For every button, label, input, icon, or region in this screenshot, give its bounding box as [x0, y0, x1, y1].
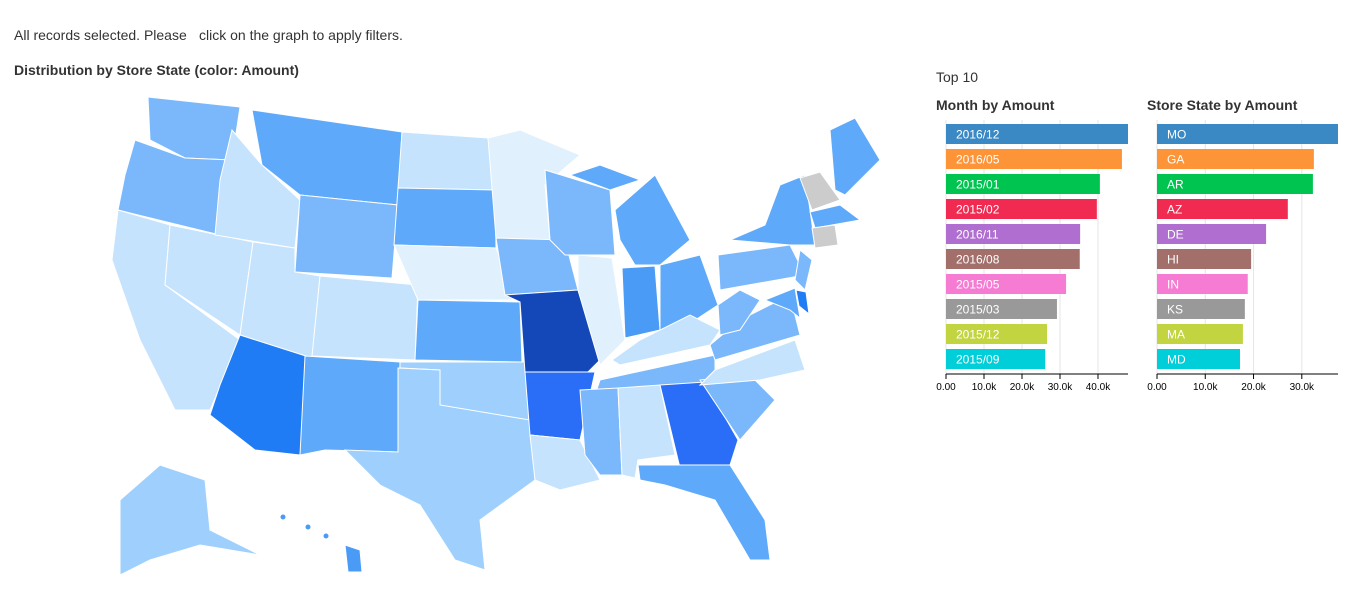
bar[interactable]	[1157, 249, 1252, 269]
notice-lead: All records selected. Please	[14, 27, 187, 43]
state[interactable]	[794, 249, 813, 291]
bar-label: 2015/01	[956, 178, 1000, 192]
bar-label: IN	[1167, 278, 1179, 292]
bar[interactable]	[1157, 149, 1314, 169]
state[interactable]	[299, 355, 401, 456]
state[interactable]	[397, 131, 496, 191]
us-map[interactable]	[111, 96, 881, 576]
bar[interactable]	[946, 324, 1048, 344]
x-tick-label: 0.00	[936, 382, 956, 393]
bar[interactable]	[1157, 174, 1313, 194]
state[interactable]	[544, 169, 616, 256]
state[interactable]	[799, 171, 841, 211]
x-tick-label: 0.00	[1147, 382, 1167, 393]
bar-label: 2015/03	[956, 303, 1000, 317]
island	[304, 523, 312, 531]
state[interactable]	[729, 174, 816, 246]
x-tick-label: 30.0k	[1048, 382, 1073, 393]
bar[interactable]	[946, 349, 1046, 369]
bar[interactable]	[946, 274, 1067, 294]
bar[interactable]	[946, 224, 1081, 244]
state[interactable]	[717, 289, 761, 336]
state[interactable]	[621, 265, 661, 339]
top-label: Top 10	[936, 69, 978, 85]
state[interactable]	[659, 254, 719, 331]
bar-label: 2015/12	[956, 328, 1000, 342]
bar[interactable]	[946, 199, 1097, 219]
x-tick-label: 40.0k	[1086, 382, 1111, 393]
state[interactable]	[795, 289, 810, 316]
bar-label: GA	[1167, 153, 1184, 167]
bar-label: AZ	[1167, 203, 1182, 217]
chart-title: Store State by Amount	[1147, 97, 1298, 113]
bar-label: 2015/02	[956, 203, 1000, 217]
x-tick-label: 30.0k	[1290, 382, 1315, 393]
state[interactable]	[577, 254, 626, 366]
bar-label: 2016/08	[956, 253, 1000, 267]
island	[279, 513, 287, 521]
map-title: Distribution by Store State (color: Amou…	[14, 62, 299, 78]
state[interactable]	[809, 204, 862, 229]
notice-action[interactable]: click on the graph to apply filters.	[199, 27, 403, 43]
state[interactable]	[311, 275, 419, 361]
state[interactable]	[343, 367, 536, 571]
bar[interactable]	[1157, 274, 1248, 294]
bar[interactable]	[1157, 124, 1338, 144]
state[interactable]	[119, 464, 261, 576]
bar-label: 2016/05	[956, 153, 1000, 167]
bar-label: 2015/05	[956, 278, 1000, 292]
state[interactable]	[393, 187, 497, 249]
bar[interactable]	[946, 249, 1080, 269]
chart-title: Month by Amount	[936, 97, 1055, 113]
bar[interactable]	[1157, 299, 1245, 319]
state[interactable]	[811, 224, 839, 249]
state[interactable]	[829, 117, 881, 196]
bar-label: 2016/11	[956, 228, 999, 242]
state[interactable]	[637, 464, 771, 561]
state[interactable]	[529, 434, 601, 491]
bar[interactable]	[1157, 349, 1241, 369]
bar[interactable]	[1157, 324, 1243, 344]
bar[interactable]	[946, 299, 1057, 319]
bar-label: MD	[1167, 353, 1186, 367]
state[interactable]	[763, 287, 801, 320]
bar-label: DE	[1167, 228, 1184, 242]
state[interactable]	[614, 174, 691, 266]
state[interactable]	[579, 387, 623, 476]
bar[interactable]	[946, 174, 1100, 194]
bar-label: 2015/09	[956, 353, 1000, 367]
bar[interactable]	[1157, 199, 1288, 219]
state[interactable]	[294, 194, 399, 279]
x-tick-label: 10.0k	[972, 382, 997, 393]
bar[interactable]	[946, 124, 1128, 144]
bar-label: AR	[1167, 178, 1184, 192]
state[interactable]	[698, 339, 806, 386]
island	[322, 532, 330, 540]
state[interactable]	[717, 244, 806, 291]
bar-label: MO	[1167, 128, 1186, 142]
x-tick-label: 20.0k	[1010, 382, 1035, 393]
state[interactable]	[414, 299, 523, 363]
bar-label: MA	[1167, 328, 1185, 342]
bar[interactable]	[946, 149, 1122, 169]
state[interactable]	[568, 164, 642, 191]
bar-label: KS	[1167, 303, 1183, 317]
bar-label: 2016/12	[956, 128, 1000, 142]
state[interactable]	[659, 381, 739, 469]
x-tick-label: 10.0k	[1193, 382, 1218, 393]
bar-label: HI	[1167, 253, 1179, 267]
bar[interactable]	[1157, 224, 1267, 244]
x-tick-label: 20.0k	[1241, 382, 1266, 393]
state[interactable]	[344, 544, 363, 573]
